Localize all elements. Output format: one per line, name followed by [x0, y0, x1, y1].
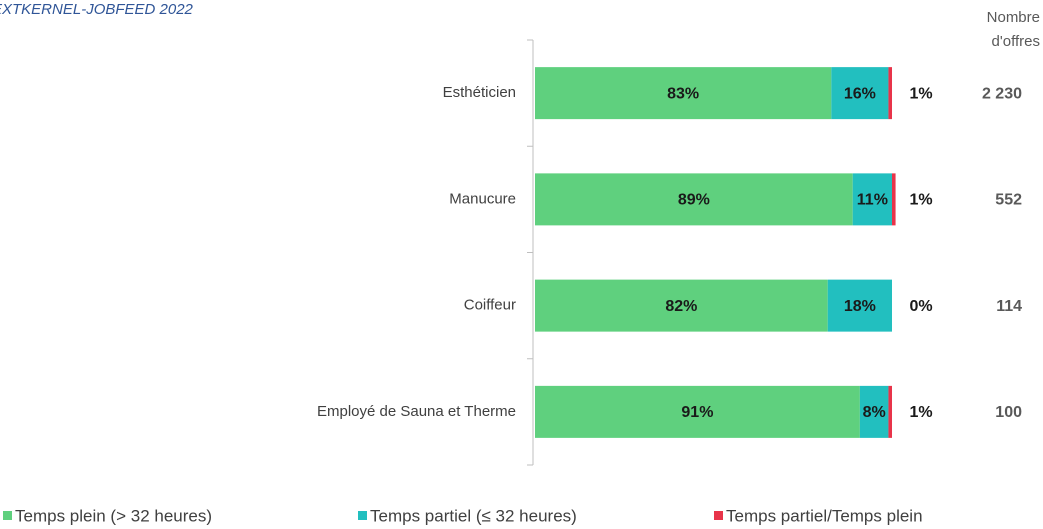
- offers-value: 552: [995, 192, 1022, 209]
- data-label: 83%: [667, 85, 699, 102]
- data-label: 16%: [844, 85, 876, 102]
- data-label: 11%: [857, 192, 888, 209]
- legend-label: Temps plein (> 32 heures): [15, 506, 212, 525]
- data-label: 8%: [863, 404, 886, 421]
- bar-segment: [852, 173, 892, 226]
- legend-label: Temps partiel/Temps plein: [726, 506, 923, 525]
- legend-swatch: [714, 511, 723, 520]
- y-tick-label: Esthéticien: [443, 84, 516, 101]
- data-label: 82%: [665, 298, 697, 315]
- bar-segment: [535, 67, 832, 120]
- offers-header: Nombre: [987, 9, 1040, 26]
- data-label: 1%: [909, 404, 932, 421]
- data-label: 18%: [844, 298, 876, 315]
- bar-segment: [888, 67, 892, 120]
- bar-segment: [535, 279, 828, 332]
- source: EXTKERNEL-JOBFEED 2022: [0, 1, 194, 18]
- data-label: 1%: [909, 192, 932, 209]
- y-tick-label: Coiffeur: [464, 297, 516, 314]
- bar-segment: [892, 173, 896, 226]
- legend-swatch: [358, 511, 367, 520]
- data-label: 89%: [678, 192, 710, 209]
- offers-header: d'offres: [992, 33, 1040, 50]
- legend-label: Temps partiel (≤ 32 heures): [370, 506, 577, 525]
- offers-value: 114: [996, 298, 1022, 315]
- y-tick-label: Employé de Sauna et Therme: [317, 403, 516, 420]
- bar-segment: [535, 173, 853, 226]
- bar-segment: [888, 385, 892, 438]
- data-label: 1%: [909, 85, 932, 102]
- legend-swatch: [3, 511, 12, 520]
- bar-segment: [827, 279, 892, 332]
- bar-segment: [831, 67, 889, 120]
- data-label: 0%: [909, 298, 932, 315]
- data-label: 91%: [681, 404, 713, 421]
- offers-value: 2 230: [982, 85, 1022, 102]
- y-tick-label: Manucure: [449, 190, 516, 207]
- bar-segment: [859, 385, 889, 438]
- bar-segment: [535, 385, 860, 438]
- offers-value: 100: [995, 404, 1022, 421]
